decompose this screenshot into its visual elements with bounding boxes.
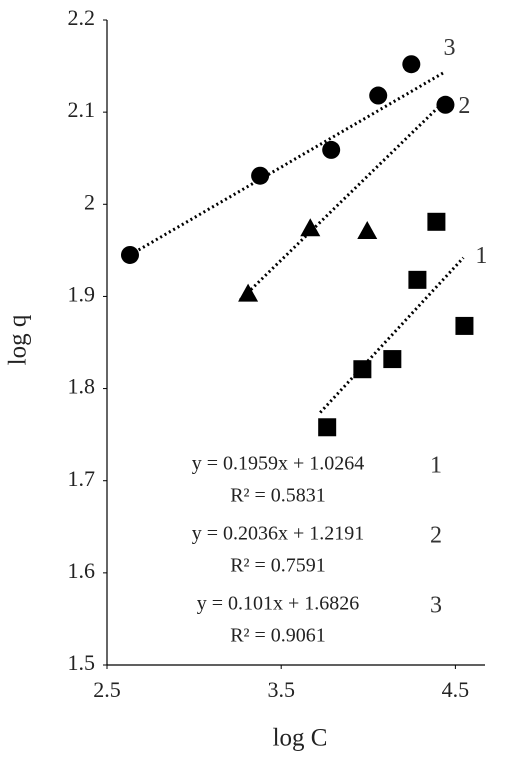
point [369, 86, 388, 105]
trendline [239, 96, 450, 302]
x-tick-label: 2.5 [93, 677, 121, 702]
equation: y = 0.101x + 1.6826 [197, 593, 360, 615]
y-tick-label: 1.6 [68, 558, 96, 583]
point [408, 270, 427, 289]
x-axis-title: log C [273, 725, 328, 752]
point [427, 212, 446, 231]
trendline [319, 256, 465, 414]
x-tick-label: 4.5 [442, 677, 470, 702]
y-axis-title: log q [5, 314, 32, 365]
y-tick-label: 2 [84, 189, 95, 214]
point [357, 221, 378, 240]
y-tick-label: 2.1 [68, 97, 96, 122]
point [300, 218, 321, 237]
y-tick-label: 1.8 [68, 374, 96, 399]
y-tick-label: 1.7 [68, 466, 96, 491]
equation-series-label: 2 [430, 523, 442, 549]
point [402, 55, 421, 74]
point [238, 283, 259, 302]
point [322, 140, 341, 159]
series-label: 3 [443, 35, 455, 61]
point [251, 166, 270, 185]
point [436, 95, 455, 114]
equation: y = 0.2036x + 1.2191 [192, 523, 365, 545]
series-label: 1 [475, 243, 487, 269]
equation-series-label: 1 [430, 453, 442, 479]
point [383, 350, 402, 369]
point [353, 360, 372, 379]
equation: y = 0.1959x + 1.0264 [192, 453, 365, 475]
r-squared: R² = 0.7591 [230, 555, 326, 577]
point [318, 418, 337, 437]
point [120, 245, 139, 264]
r-squared: R² = 0.9061 [230, 625, 326, 647]
y-tick-label: 1.5 [68, 650, 96, 675]
y-tick-label: 2.2 [68, 5, 96, 30]
r-squared: R² = 0.5831 [230, 485, 326, 507]
y-tick-label: 1.9 [68, 281, 96, 306]
point [455, 316, 474, 335]
trendline [129, 70, 447, 257]
x-tick-label: 3.5 [267, 677, 295, 702]
equation-series-label: 3 [430, 593, 442, 619]
series-label: 2 [458, 93, 470, 119]
